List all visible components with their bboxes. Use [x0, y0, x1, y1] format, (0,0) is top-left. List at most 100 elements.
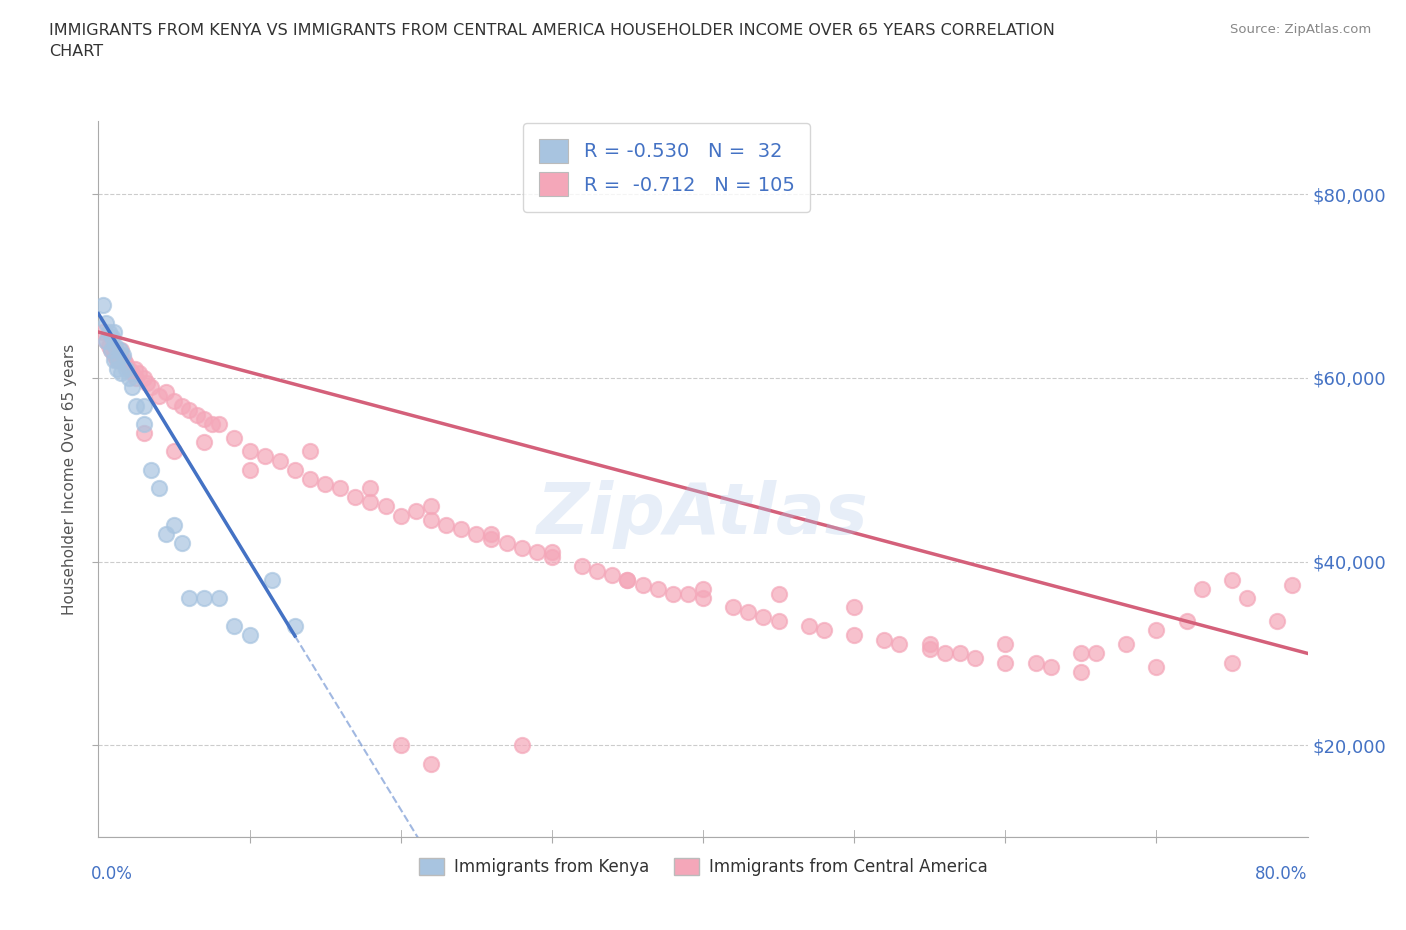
Point: [201, 417, 224, 432]
Point: [132, 426, 155, 441]
Point: [179, 591, 201, 605]
Point: [103, 352, 125, 367]
Point: [692, 591, 714, 605]
Point: [510, 737, 533, 752]
Point: [420, 499, 443, 514]
Point: [1236, 591, 1258, 605]
Point: [994, 655, 1017, 670]
Point: [100, 343, 122, 358]
Point: [114, 362, 136, 377]
Point: [723, 600, 745, 615]
Point: [1146, 623, 1168, 638]
Point: [132, 370, 155, 385]
Point: [344, 490, 367, 505]
Point: [949, 646, 972, 661]
Point: [262, 573, 284, 588]
Point: [112, 352, 135, 367]
Point: [94, 315, 117, 330]
Point: [91, 325, 114, 339]
Text: ZipAtlas: ZipAtlas: [537, 480, 869, 550]
Point: [121, 365, 143, 380]
Point: [186, 407, 208, 422]
Point: [540, 550, 562, 565]
Point: [1039, 659, 1062, 674]
Point: [389, 737, 412, 752]
Point: [135, 375, 157, 390]
Point: [148, 481, 170, 496]
Point: [768, 614, 790, 629]
Point: [155, 384, 177, 399]
Point: [105, 352, 128, 367]
Point: [1191, 581, 1213, 596]
Point: [586, 564, 609, 578]
Point: [965, 651, 987, 666]
Point: [101, 329, 124, 344]
Point: [1175, 614, 1198, 629]
Point: [647, 581, 669, 596]
Point: [110, 343, 132, 358]
Point: [540, 545, 562, 560]
Point: [481, 531, 503, 546]
Point: [125, 370, 148, 385]
Point: [163, 444, 186, 458]
Point: [108, 343, 131, 358]
Point: [1220, 573, 1243, 588]
Point: [141, 462, 163, 477]
Point: [94, 334, 117, 349]
Point: [737, 604, 759, 619]
Point: [108, 348, 131, 363]
Point: [360, 495, 382, 510]
Point: [434, 517, 457, 532]
Point: [124, 362, 146, 377]
Point: [103, 348, 125, 363]
Point: [1220, 655, 1243, 670]
Point: [299, 472, 322, 486]
Point: [994, 637, 1017, 652]
Point: [193, 435, 215, 450]
Point: [389, 508, 412, 523]
Point: [360, 481, 382, 496]
Point: [208, 417, 231, 432]
Point: [571, 559, 593, 574]
Point: [269, 453, 291, 468]
Point: [918, 637, 941, 652]
Point: [110, 365, 132, 380]
Point: [193, 591, 215, 605]
Point: [299, 444, 322, 458]
Point: [420, 512, 443, 527]
Text: Source: ZipAtlas.com: Source: ZipAtlas.com: [1230, 23, 1371, 36]
Point: [155, 526, 177, 541]
Text: 0.0%: 0.0%: [91, 865, 132, 883]
Point: [114, 357, 136, 372]
Point: [239, 628, 262, 643]
Point: [284, 618, 307, 633]
Point: [284, 462, 307, 477]
Point: [481, 526, 503, 541]
Point: [170, 398, 193, 413]
Point: [405, 504, 427, 519]
Point: [616, 573, 638, 588]
Point: [813, 623, 835, 638]
Point: [1085, 646, 1108, 661]
Point: [163, 517, 186, 532]
Point: [111, 348, 134, 363]
Point: [107, 352, 129, 367]
Point: [118, 362, 141, 377]
Point: [661, 586, 683, 601]
Point: [94, 334, 117, 349]
Point: [1070, 664, 1092, 679]
Y-axis label: Householder Income Over 65 years: Householder Income Over 65 years: [62, 343, 77, 615]
Point: [100, 343, 122, 358]
Point: [105, 362, 128, 377]
Point: [1024, 655, 1046, 670]
Point: [465, 526, 488, 541]
Point: [768, 586, 790, 601]
Point: [495, 536, 517, 551]
Point: [676, 586, 699, 601]
Point: [103, 325, 125, 339]
Point: [208, 591, 231, 605]
Point: [844, 600, 866, 615]
Point: [132, 398, 155, 413]
Point: [1146, 659, 1168, 674]
Point: [1267, 614, 1289, 629]
